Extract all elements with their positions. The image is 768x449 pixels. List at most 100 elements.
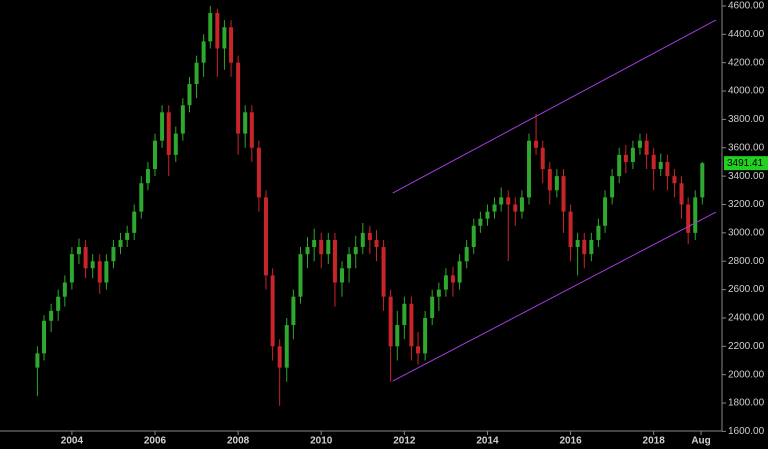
candle-body	[284, 325, 289, 368]
y-tick-label: 3200.00	[728, 199, 765, 210]
candle-body	[305, 247, 310, 255]
candle-body	[62, 282, 67, 297]
candle-body	[347, 254, 352, 269]
candle-body	[464, 247, 469, 262]
candle-body	[492, 204, 497, 212]
candle-body	[603, 197, 608, 226]
candle-body	[589, 239, 594, 255]
candle-body	[679, 183, 684, 205]
candle-body	[423, 317, 428, 354]
candle-body	[215, 13, 220, 49]
candle-body	[499, 197, 504, 205]
candle-body	[298, 254, 303, 297]
candle-body	[194, 62, 199, 84]
candle-body	[132, 211, 137, 233]
candle-body	[527, 140, 532, 198]
y-tick-label: 2000.00	[728, 369, 765, 380]
y-tick-label: 4400.00	[728, 29, 765, 40]
candle-body	[49, 310, 54, 321]
x-tick-label: 2014	[476, 436, 499, 447]
candle-body	[90, 261, 95, 269]
candle-body	[236, 62, 241, 134]
candle-body	[554, 176, 559, 191]
candle-body	[402, 303, 407, 326]
x-tick-label: 2016	[559, 436, 582, 447]
candle-body	[478, 218, 483, 226]
y-tick-label: 2200.00	[728, 341, 765, 352]
candle-body	[243, 112, 248, 134]
y-tick-label: 2600.00	[728, 284, 765, 295]
candle-body	[173, 133, 178, 155]
candle-body	[160, 112, 165, 141]
candle-body	[277, 346, 282, 368]
candle-body	[416, 346, 421, 354]
candle-body	[367, 232, 372, 240]
candle-body	[139, 183, 144, 212]
candle-body	[104, 261, 109, 283]
y-tick-label: 2800.00	[728, 256, 765, 267]
x-tick-label: 2012	[393, 436, 416, 447]
y-tick-label: 2400.00	[728, 313, 765, 324]
candle-body	[201, 41, 206, 63]
candle-body	[409, 303, 414, 347]
x-tick-label: 2018	[643, 436, 666, 447]
candle-body	[229, 27, 234, 63]
candle-body	[312, 239, 317, 248]
candle-body	[153, 140, 158, 170]
candle-body	[187, 83, 192, 106]
candle-body	[270, 275, 275, 347]
candle-body	[118, 239, 123, 248]
candle-body	[291, 296, 296, 326]
candle-body	[395, 325, 400, 347]
candle-body	[623, 154, 628, 162]
y-tick-label: 3800.00	[728, 114, 765, 125]
candle-body	[436, 289, 441, 297]
candle-body	[540, 147, 545, 170]
candle-body	[263, 197, 268, 276]
candle-body	[353, 247, 358, 255]
candle-body	[575, 239, 580, 248]
candle-body	[651, 154, 656, 170]
y-tick-label: 3600.00	[728, 142, 765, 153]
candle-body	[610, 176, 615, 198]
candle-body	[332, 239, 337, 283]
candle-body	[637, 140, 642, 148]
candle-body	[630, 147, 635, 162]
candle-body	[42, 320, 47, 354]
x-tick-label: 2006	[144, 436, 167, 447]
trendline	[392, 19, 717, 194]
candle-body	[443, 275, 448, 290]
candle-body	[596, 225, 601, 240]
last-price-label: 3491.41	[727, 158, 764, 169]
candle-body	[644, 140, 649, 155]
x-tick-label: 2008	[227, 436, 250, 447]
candles	[35, 5, 705, 406]
candle-body	[69, 254, 74, 283]
y-tick-label: 3000.00	[728, 228, 765, 239]
candle-body	[145, 169, 150, 184]
candle-body	[568, 211, 573, 248]
candle-body	[166, 112, 171, 155]
candle-body	[56, 296, 61, 311]
y-tick-label: 3400.00	[728, 171, 765, 182]
y-tick-label: 4600.00	[728, 1, 765, 12]
candle-body	[97, 261, 102, 283]
candle-body	[457, 261, 462, 283]
candle-body	[519, 197, 524, 212]
trendline	[392, 211, 717, 382]
candle-body	[700, 163, 705, 198]
candle-body	[547, 169, 552, 191]
candle-body	[326, 239, 331, 255]
candle-body	[125, 232, 130, 240]
candle-body	[111, 247, 116, 262]
candle-body	[693, 197, 698, 233]
candle-body	[513, 204, 518, 212]
candle-body	[374, 239, 379, 248]
candle-body	[180, 105, 185, 134]
last-price-box	[724, 156, 768, 171]
candle-body	[35, 353, 40, 368]
candle-body	[249, 112, 254, 148]
candle-body	[471, 225, 476, 248]
x-tick-label: 2004	[61, 436, 84, 447]
x-tick-label: 2010	[310, 436, 333, 447]
